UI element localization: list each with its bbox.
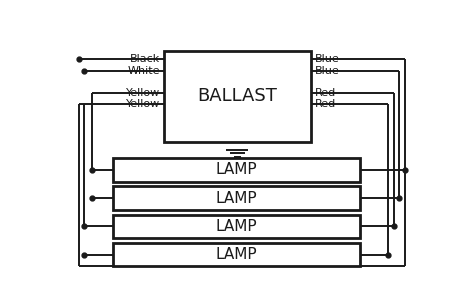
Bar: [112, 186, 360, 210]
Text: Red: Red: [315, 99, 336, 109]
Text: Blue: Blue: [315, 54, 339, 64]
Text: Red: Red: [315, 88, 336, 98]
Text: LAMP: LAMP: [216, 191, 257, 206]
Text: LAMP: LAMP: [216, 219, 257, 234]
Text: LAMP: LAMP: [216, 162, 257, 177]
Bar: [112, 215, 360, 238]
Text: White: White: [128, 66, 160, 76]
Text: Yellow: Yellow: [126, 99, 160, 109]
Bar: [164, 51, 311, 142]
Bar: [112, 243, 360, 267]
Text: LAMP: LAMP: [216, 247, 257, 262]
Text: Blue: Blue: [315, 66, 339, 76]
Bar: [112, 158, 360, 182]
Text: BALLAST: BALLAST: [198, 87, 277, 105]
Text: Black: Black: [130, 54, 160, 64]
Text: Yellow: Yellow: [126, 88, 160, 98]
